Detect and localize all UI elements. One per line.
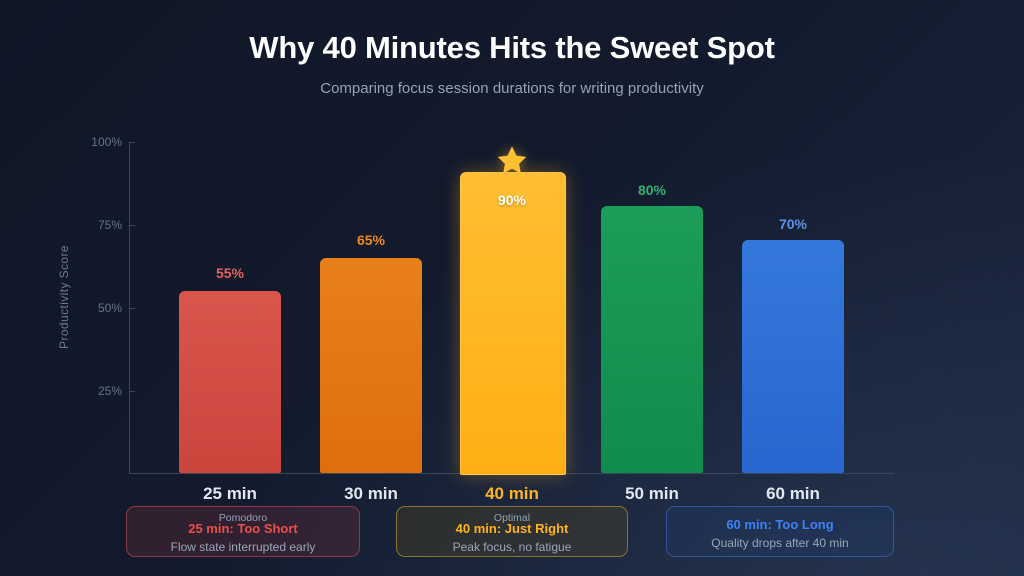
y-axis-label: Productivity Score — [57, 245, 71, 349]
x-label-50-min: 50 min — [625, 484, 679, 503]
bar-value-60-min: 70% — [778, 216, 808, 232]
y-tick-75: 75% — [97, 218, 122, 232]
bar-25-min[interactable] — [179, 291, 281, 473]
annotation-title-60-min: 60 min: Too Long — [726, 517, 834, 532]
x-label-40-min: 40 min — [485, 484, 539, 503]
y-tickmark-50 — [129, 308, 135, 309]
annotation-title-40-min: 40 min: Just Right — [455, 521, 569, 536]
annotation-desc-40-min: Peak focus, no fatigue — [452, 540, 572, 554]
annotation-desc-60-min: Quality drops after 40 min — [711, 536, 849, 550]
y-tick-25: 25% — [97, 384, 122, 398]
annotation-card-25-min[interactable]: Pomodoro 25 min: Too Short Flow state in… — [126, 506, 360, 557]
page-subtitle: Comparing focus session durations for wr… — [320, 80, 704, 97]
y-tick-100: 100% — [91, 135, 122, 149]
bar-40-min[interactable] — [460, 172, 566, 475]
bar-value-25-min: 55% — [215, 265, 245, 281]
x-label-25-min: 25 min — [203, 484, 257, 503]
bar-60-min[interactable] — [742, 240, 844, 473]
bar-value-40-min: 90% — [497, 192, 527, 208]
annotation-card-40-min[interactable]: Optimal 40 min: Just Right Peak focus, n… — [396, 506, 628, 557]
page-title: Why 40 Minutes Hits the Sweet Spot — [249, 30, 775, 65]
star-icon — [497, 146, 527, 174]
y-tickmark-25 — [129, 391, 135, 392]
y-axis-top-cap — [129, 142, 135, 143]
y-tick-50: 50% — [97, 301, 122, 315]
annotation-title-25-min: 25 min: Too Short — [188, 521, 298, 536]
annotation-tag-25-min: Pomodoro — [218, 512, 268, 524]
x-label-30-min: 30 min — [344, 484, 398, 503]
bar-50-min[interactable] — [601, 206, 703, 473]
annotation-card-60-min[interactable]: 60 min: Too Long Quality drops after 40 … — [666, 506, 894, 557]
bar-value-50-min: 80% — [637, 182, 667, 198]
y-tickmark-75 — [129, 225, 135, 226]
annotation-desc-25-min: Flow state interrupted early — [170, 540, 316, 554]
bar-value-30-min: 65% — [356, 232, 386, 248]
x-label-60-min: 60 min — [766, 484, 820, 503]
bar-30-min[interactable] — [320, 258, 422, 473]
annotation-tag-40-min: Optimal — [493, 512, 531, 524]
